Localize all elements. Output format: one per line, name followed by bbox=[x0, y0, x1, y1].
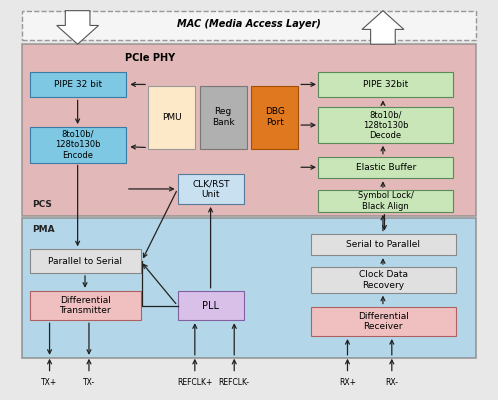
Text: PMU: PMU bbox=[162, 113, 181, 122]
Text: 8to10b/
128to130b
Encode: 8to10b/ 128to130b Encode bbox=[55, 130, 101, 160]
Text: TX+: TX+ bbox=[41, 378, 58, 387]
Bar bbox=[318, 190, 453, 212]
Text: Clock Data
Recovery: Clock Data Recovery bbox=[359, 270, 408, 290]
Text: REFCLK-: REFCLK- bbox=[219, 378, 249, 387]
Text: RX-: RX- bbox=[385, 378, 398, 387]
Bar bbox=[148, 86, 195, 149]
Text: Reg
Bank: Reg Bank bbox=[212, 108, 235, 127]
Text: TX-: TX- bbox=[83, 378, 95, 387]
Bar bbox=[178, 174, 244, 204]
Text: MAC (Media Access Layer): MAC (Media Access Layer) bbox=[177, 19, 321, 29]
Bar bbox=[311, 234, 456, 255]
Text: PMA: PMA bbox=[32, 225, 55, 234]
Text: Parallel to Serial: Parallel to Serial bbox=[48, 257, 123, 266]
Text: Differential
Transmitter: Differential Transmitter bbox=[59, 296, 111, 315]
Text: Serial to Parallel: Serial to Parallel bbox=[346, 240, 420, 249]
Text: PCIe PHY: PCIe PHY bbox=[125, 53, 176, 63]
Text: 8to10b/
128to130b
Decode: 8to10b/ 128to130b Decode bbox=[363, 110, 408, 140]
Bar bbox=[200, 86, 247, 149]
Bar bbox=[311, 306, 456, 336]
Text: CLK/RST
Unit: CLK/RST Unit bbox=[192, 180, 230, 199]
Bar bbox=[30, 127, 126, 162]
Bar bbox=[22, 218, 476, 358]
Text: PLL: PLL bbox=[202, 300, 219, 310]
Bar bbox=[30, 249, 140, 273]
Text: PIPE 32 bit: PIPE 32 bit bbox=[54, 80, 102, 89]
Bar bbox=[251, 86, 298, 149]
Text: REFCLK+: REFCLK+ bbox=[177, 378, 213, 387]
Bar bbox=[30, 291, 140, 320]
Text: PIPE 32bit: PIPE 32bit bbox=[363, 80, 408, 89]
Bar bbox=[318, 157, 453, 178]
Text: Elastic Buffer: Elastic Buffer bbox=[356, 163, 416, 172]
Polygon shape bbox=[362, 11, 404, 44]
Bar bbox=[318, 72, 453, 98]
Polygon shape bbox=[57, 11, 99, 44]
Text: DBG
Port: DBG Port bbox=[265, 108, 285, 127]
Text: RX+: RX+ bbox=[339, 378, 356, 387]
Bar bbox=[30, 72, 126, 98]
Bar bbox=[311, 267, 456, 293]
Bar bbox=[318, 107, 453, 143]
Text: PCS: PCS bbox=[32, 200, 52, 209]
Bar bbox=[22, 11, 476, 40]
Bar bbox=[22, 44, 476, 216]
Text: Symbol Lock/
Black Align: Symbol Lock/ Black Align bbox=[358, 191, 414, 211]
Text: Differential
Receiver: Differential Receiver bbox=[358, 312, 409, 331]
Bar bbox=[178, 291, 244, 320]
